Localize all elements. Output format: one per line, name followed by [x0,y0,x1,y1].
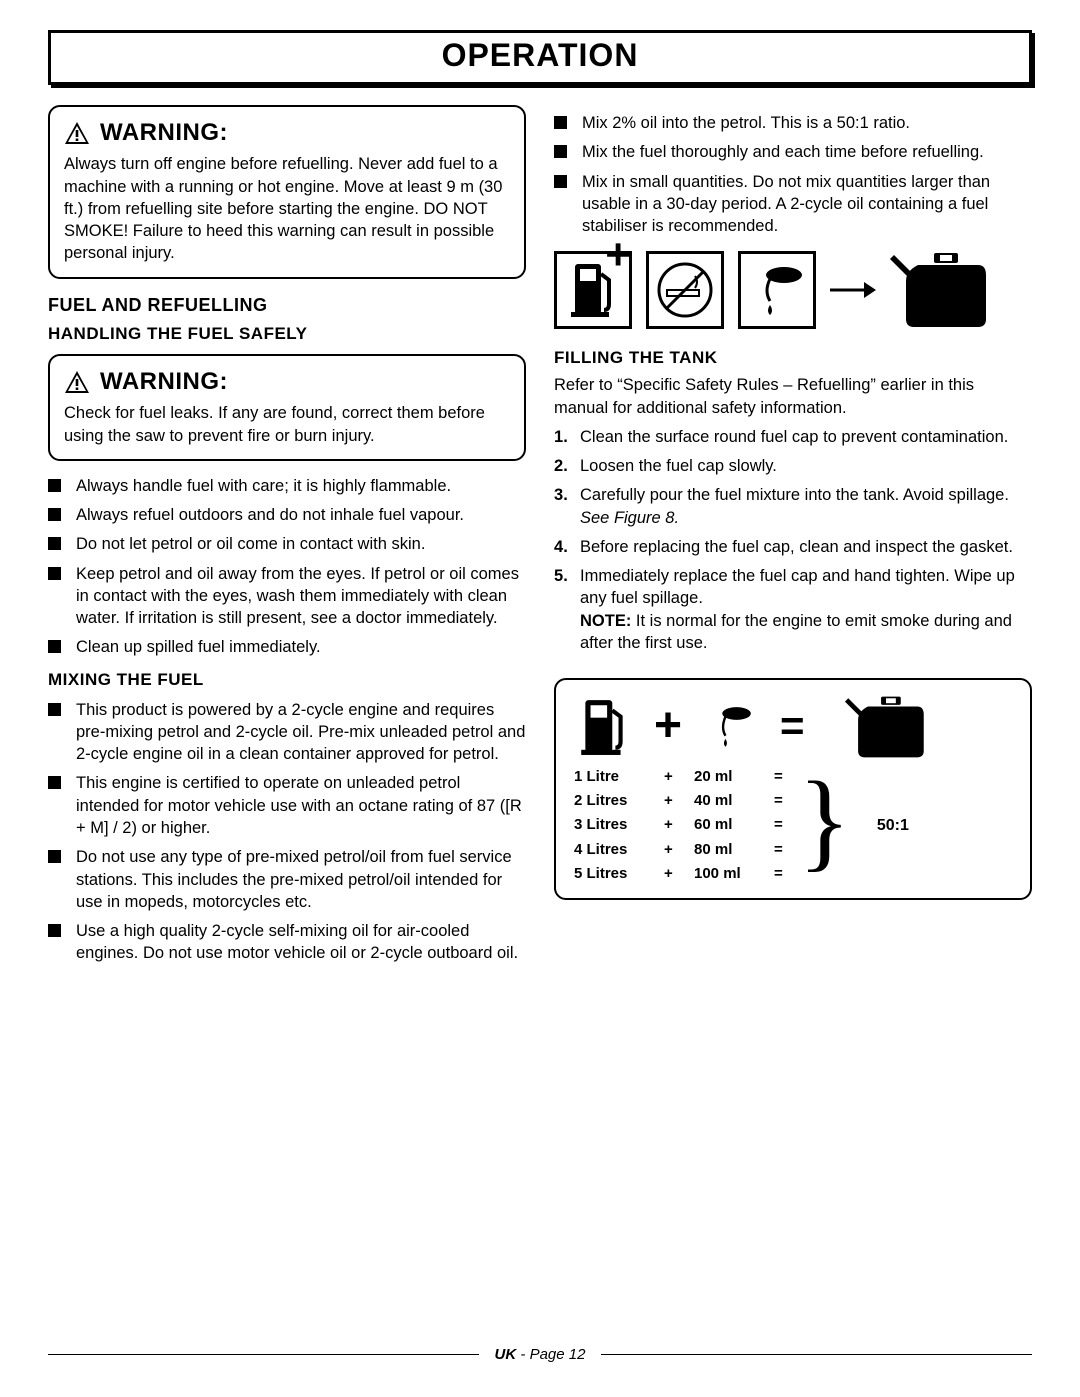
footer-text: UK - Page 12 [495,1346,586,1363]
oil-cell: 80 ml [694,840,774,860]
left-column: WARNING: Always turn off engine before r… [48,105,526,975]
see-figure: See Figure 8. [580,507,1032,529]
plus-overlay: + [605,244,631,336]
handling-fuel-heading: HANDLING THE FUEL SAFELY [48,323,526,346]
fuel-pump-icon [580,698,628,756]
warning-1-text: Always turn off engine before refuelling… [64,153,510,264]
step-item: Clean the surface round fuel cap to prev… [554,426,1032,448]
mix-ratio-diagram: + = 1 Litre+20 ml= 2 Litres+40 ml= [554,678,1032,900]
list-item: Mix in small quantities. Do not mix quan… [554,171,1032,238]
warning-box-1: WARNING: Always turn off engine before r… [48,105,526,279]
fuel-icon-strip: + [554,251,1032,329]
fuel-pump-box: + [554,251,632,329]
step-item: Carefully pour the fuel mixture into the… [554,484,1032,529]
no-smoking-box [646,251,724,329]
oil-drop-icon [708,699,754,755]
oil-cell: 60 ml [694,815,774,835]
warning-triangle-icon [64,121,90,145]
warning-box-2: WARNING: Check for fuel leaks. If any ar… [48,354,526,461]
list-item: Do not let petrol or oil come in contact… [48,533,526,555]
list-item: This product is powered by a 2-cycle eng… [48,699,526,766]
plus-cell: + [664,791,694,811]
list-item: Keep petrol and oil away from the eyes. … [48,563,526,630]
footer-rule [48,1354,479,1355]
fuel-can-icon [890,251,990,329]
ratio-label: 50:1 [877,815,909,837]
plus-cell: + [664,864,694,884]
curly-brace-icon: } [798,776,851,864]
filling-tank-heading: FILLING THE TANK [554,347,1032,370]
plus-cell: + [664,840,694,860]
warning-label: WARNING: [100,366,228,398]
oil-cell: 40 ml [694,791,774,811]
page-footer: UK - Page 12 [48,1346,1032,1363]
warning-header: WARNING: [64,366,510,398]
oil-drop-icon [748,261,806,319]
handling-list: Always handle fuel with care; it is high… [48,475,526,659]
warning-2-text: Check for fuel leaks. If any are found, … [64,402,510,447]
plus-symbol: + [654,694,682,759]
list-item: Use a high quality 2-cycle self-mixing o… [48,920,526,965]
arrow-icon [830,278,876,302]
oil-cell: 100 ml [694,864,774,884]
list-item: This engine is certified to operate on u… [48,772,526,839]
warning-label: WARNING: [100,117,228,149]
content-columns: WARNING: Always turn off engine before r… [48,105,1032,975]
equals-symbol: = [780,698,805,755]
filling-steps: Clean the surface round fuel cap to prev… [554,426,1032,654]
step-item: Immediately replace the fuel cap and han… [554,565,1032,654]
fuel-refuelling-heading: FUEL AND REFUELLING [48,293,526,317]
step-text: Immediately replace the fuel cap and han… [580,567,1015,607]
note-text: It is normal for the engine to emit smok… [580,612,1012,652]
plus-cell: + [664,767,694,787]
right-column: Mix 2% oil into the petrol. This is a 50… [554,105,1032,975]
list-item: Always handle fuel with care; it is high… [48,475,526,497]
footer-rule [601,1354,1032,1355]
oil-cell: 20 ml [694,767,774,787]
step-item: Loosen the fuel cap slowly. [554,455,1032,477]
mixing-continued-list: Mix 2% oil into the petrol. This is a 50… [554,112,1032,237]
petrol-cell: 1 Litre [574,767,664,787]
oil-drop-box [738,251,816,329]
step-item: Before replacing the fuel cap, clean and… [554,536,1032,558]
mixing-fuel-heading: MIXING THE FUEL [48,669,526,692]
fuel-can-icon [831,695,941,759]
footer-page: Page 12 [530,1346,586,1363]
mix-diagram-icons: + = [574,694,1012,759]
mix-ratio-table: 1 Litre+20 ml= 2 Litres+40 ml= 3 Litres+… [574,767,1012,884]
warning-header: WARNING: [64,117,510,149]
warning-triangle-icon [64,370,90,394]
step-text: Carefully pour the fuel mixture into the… [580,486,1009,504]
page-title-box: OPERATION [48,30,1032,85]
petrol-cell: 5 Litres [574,864,664,884]
mix-rows: 1 Litre+20 ml= 2 Litres+40 ml= 3 Litres+… [574,767,804,884]
list-item: Mix the fuel thoroughly and each time be… [554,141,1032,163]
list-item: Do not use any type of pre-mixed petrol/… [48,846,526,913]
list-item: Always refuel outdoors and do not inhale… [48,504,526,526]
petrol-cell: 2 Litres [574,791,664,811]
page-title: OPERATION [51,37,1029,74]
note-label: NOTE: [580,612,631,630]
no-smoking-icon [655,260,715,320]
filling-intro: Refer to “Specific Safety Rules – Refuel… [554,374,1032,419]
list-item: Clean up spilled fuel immediately. [48,636,526,658]
footer-region: UK [495,1346,517,1363]
petrol-cell: 3 Litres [574,815,664,835]
petrol-cell: 4 Litres [574,840,664,860]
mixing-list: This product is powered by a 2-cycle eng… [48,699,526,965]
list-item: Mix 2% oil into the petrol. This is a 50… [554,112,1032,134]
footer-dash: - [516,1346,529,1363]
plus-cell: + [664,815,694,835]
